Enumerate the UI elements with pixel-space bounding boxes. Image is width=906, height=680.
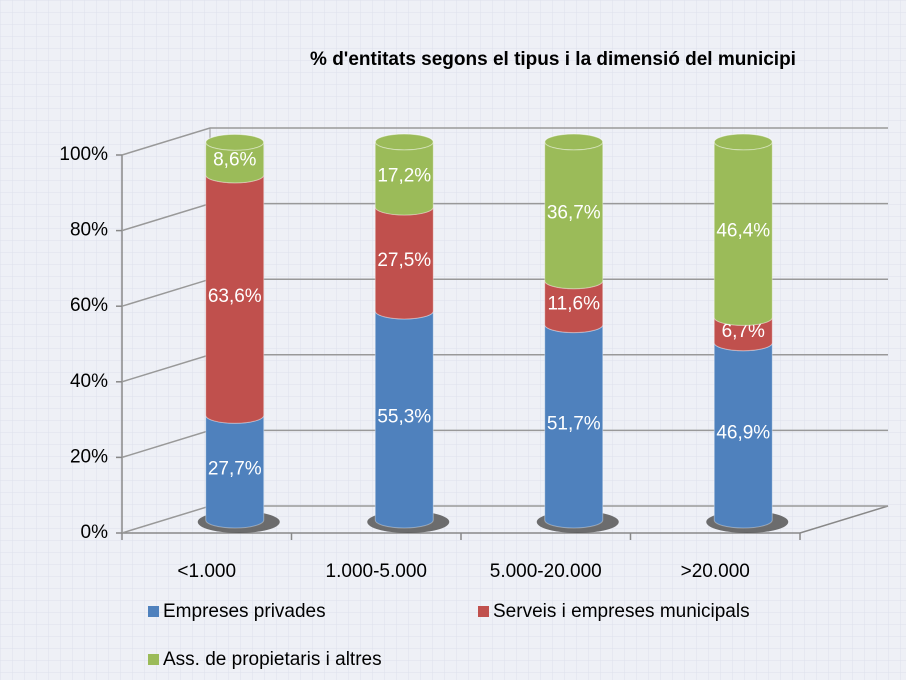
value-label: 8,6%: [213, 150, 256, 171]
y-tick-label: 100%: [59, 144, 108, 165]
value-label: 11,6%: [548, 294, 601, 315]
value-label: 27,5%: [377, 250, 431, 271]
x-tick-label: 5.000-20.000: [490, 561, 602, 582]
legend-label: Ass. de propietaris i altres: [163, 649, 382, 670]
x-tick-label: 1.000-5.000: [326, 561, 427, 582]
bar-segment: [374, 141, 434, 216]
bar-segment: [205, 142, 265, 184]
y-tick-label: 20%: [70, 446, 108, 467]
y-tick-label: 60%: [70, 295, 108, 316]
value-label: 46,9%: [716, 422, 770, 443]
y-tick-label: 80%: [70, 220, 108, 241]
value-label: 55,3%: [377, 406, 431, 427]
value-label: 36,7%: [547, 202, 601, 223]
value-label: 6,7%: [722, 321, 765, 342]
x-tick-label: <1.000: [177, 561, 236, 582]
bar-segment: [544, 141, 604, 290]
legend-label: Empreses privades: [163, 601, 326, 622]
value-label: 46,4%: [716, 221, 770, 242]
chart-title: % d'entitats segons el tipus i la dimens…: [310, 49, 796, 70]
value-label: 27,7%: [208, 459, 262, 480]
value-label: 63,6%: [208, 286, 262, 307]
y-tick-label: 0%: [81, 522, 109, 543]
value-label: 17,2%: [377, 166, 431, 187]
value-label: 51,7%: [547, 413, 601, 434]
grid-line: [121, 127, 888, 156]
legend-swatch: [148, 654, 159, 665]
legend-swatch: [148, 606, 159, 617]
y-tick-label: 40%: [70, 371, 108, 392]
legend-label: Serveis i empreses municipals: [493, 601, 750, 622]
x-tick-label: >20.000: [681, 561, 750, 582]
bar-segment: [713, 141, 773, 326]
legend-swatch: [478, 606, 489, 617]
